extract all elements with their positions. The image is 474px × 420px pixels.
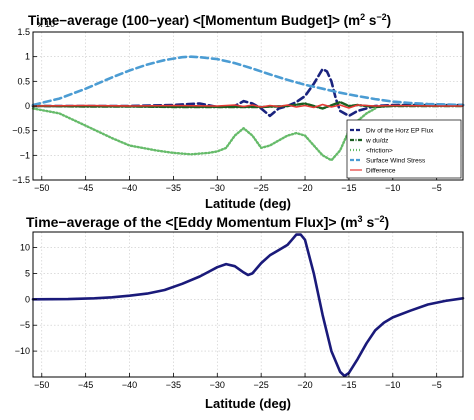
- top-x-axis-label: Latitude (deg): [205, 196, 291, 211]
- t-x-tick-label: −10: [385, 183, 400, 193]
- bottom-y-ticks: −10 −5 0 5 10: [15, 243, 37, 356]
- b-x-tick-label: −30: [210, 380, 225, 390]
- bottom-plot-area: [33, 232, 463, 377]
- t-y-tick-label: −1.5: [12, 175, 30, 185]
- b-x-tick-label: −45: [78, 380, 93, 390]
- t-y-tick-label: −0.5: [12, 126, 30, 136]
- eddy-momentum-flux-chart: Time−average of the <[Eddy Momentum Flux…: [15, 214, 465, 411]
- b-x-tick-label: −40: [122, 380, 137, 390]
- top-legend: Div of the Horz EP Flux w du/dz <frictio…: [346, 119, 462, 179]
- t-series-line-difference: [32, 103, 464, 109]
- b-x-tick-label: −10: [385, 380, 400, 390]
- bottom-chart-title: Time−average of the <[Eddy Momentum Flux…: [26, 214, 389, 230]
- t-x-tick-label: −50: [34, 183, 49, 193]
- bottom-x-axis-label: Latitude (deg): [205, 396, 291, 411]
- t-x-tick-label: −5: [432, 183, 442, 193]
- legend-box: [346, 119, 462, 179]
- legend-label-difference: Difference: [366, 168, 396, 175]
- b-y-tick-label: −5: [20, 320, 30, 330]
- momentum-budget-chart: Time−average (100−year) <[Momentum Budge…: [12, 12, 465, 211]
- b-x-tick-label: −25: [254, 380, 269, 390]
- t-series-line-surface-wind-stress: [31, 55, 465, 107]
- b-x-tick-label: −35: [166, 380, 181, 390]
- legend-label-ep-flux: Div of the Horz EP Flux: [366, 128, 434, 135]
- t-x-tick-label: −25: [254, 183, 269, 193]
- t-x-tick-label: −20: [297, 183, 312, 193]
- b-x-tick-label: −50: [34, 380, 49, 390]
- b-x-tick-label: −5: [432, 380, 442, 390]
- top-axis-scale-label: x 10: [38, 19, 55, 29]
- top-y-ticks: −1.5 −1 −0.5 0 0.5 1 1.5: [12, 27, 37, 185]
- b-y-tick-label: 10: [20, 243, 30, 253]
- t-x-tick-label: −35: [166, 183, 181, 193]
- bottom-gridlines: [33, 232, 463, 377]
- t-x-tick-label: −45: [78, 183, 93, 193]
- bottom-plot-frame: [32, 231, 464, 378]
- t-y-tick-label: 0.5: [17, 76, 30, 86]
- b-y-tick-label: 0: [25, 294, 30, 304]
- t-y-tick-label: 1.5: [17, 27, 30, 37]
- b-y-tick-label: −10: [15, 346, 30, 356]
- legend-label-friction: <friction>: [366, 148, 393, 155]
- t-y-tick-label: 0: [25, 101, 30, 111]
- top-chart-title: Time−average (100−year) <[Momentum Budge…: [28, 12, 391, 28]
- b-x-tick-label: −20: [297, 380, 312, 390]
- bottom-x-ticks: −50 −45 −40 −35 −30 −25 −20 −15 −10 −5: [34, 373, 442, 390]
- t-y-tick-label: −1: [20, 150, 30, 160]
- bottom-series-group: [31, 233, 465, 378]
- top-x-ticks: −50 −45 −40 −35 −30 −25 −20 −15 −10 −5: [34, 176, 442, 193]
- t-x-tick-label: −15: [341, 183, 356, 193]
- b-series-line-series: [31, 233, 465, 378]
- t-x-tick-label: −30: [210, 183, 225, 193]
- legend-label-w-dudz: w du/dz: [365, 138, 388, 145]
- b-x-tick-label: −15: [341, 380, 356, 390]
- t-series-line-div-of-the-horz-ep-flux: [31, 67, 465, 118]
- t-series-line-friction: [31, 107, 377, 162]
- t-y-tick-label: 1: [25, 52, 30, 62]
- b-y-tick-label: 5: [25, 268, 30, 278]
- legend-label-wind-stress: Surface Wind Stress: [366, 158, 426, 165]
- t-x-tick-label: −40: [122, 183, 137, 193]
- top-series-group: [31, 55, 465, 162]
